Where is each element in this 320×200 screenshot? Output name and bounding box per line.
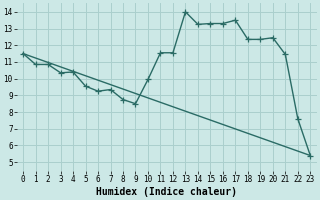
X-axis label: Humidex (Indice chaleur): Humidex (Indice chaleur) [96,186,237,197]
